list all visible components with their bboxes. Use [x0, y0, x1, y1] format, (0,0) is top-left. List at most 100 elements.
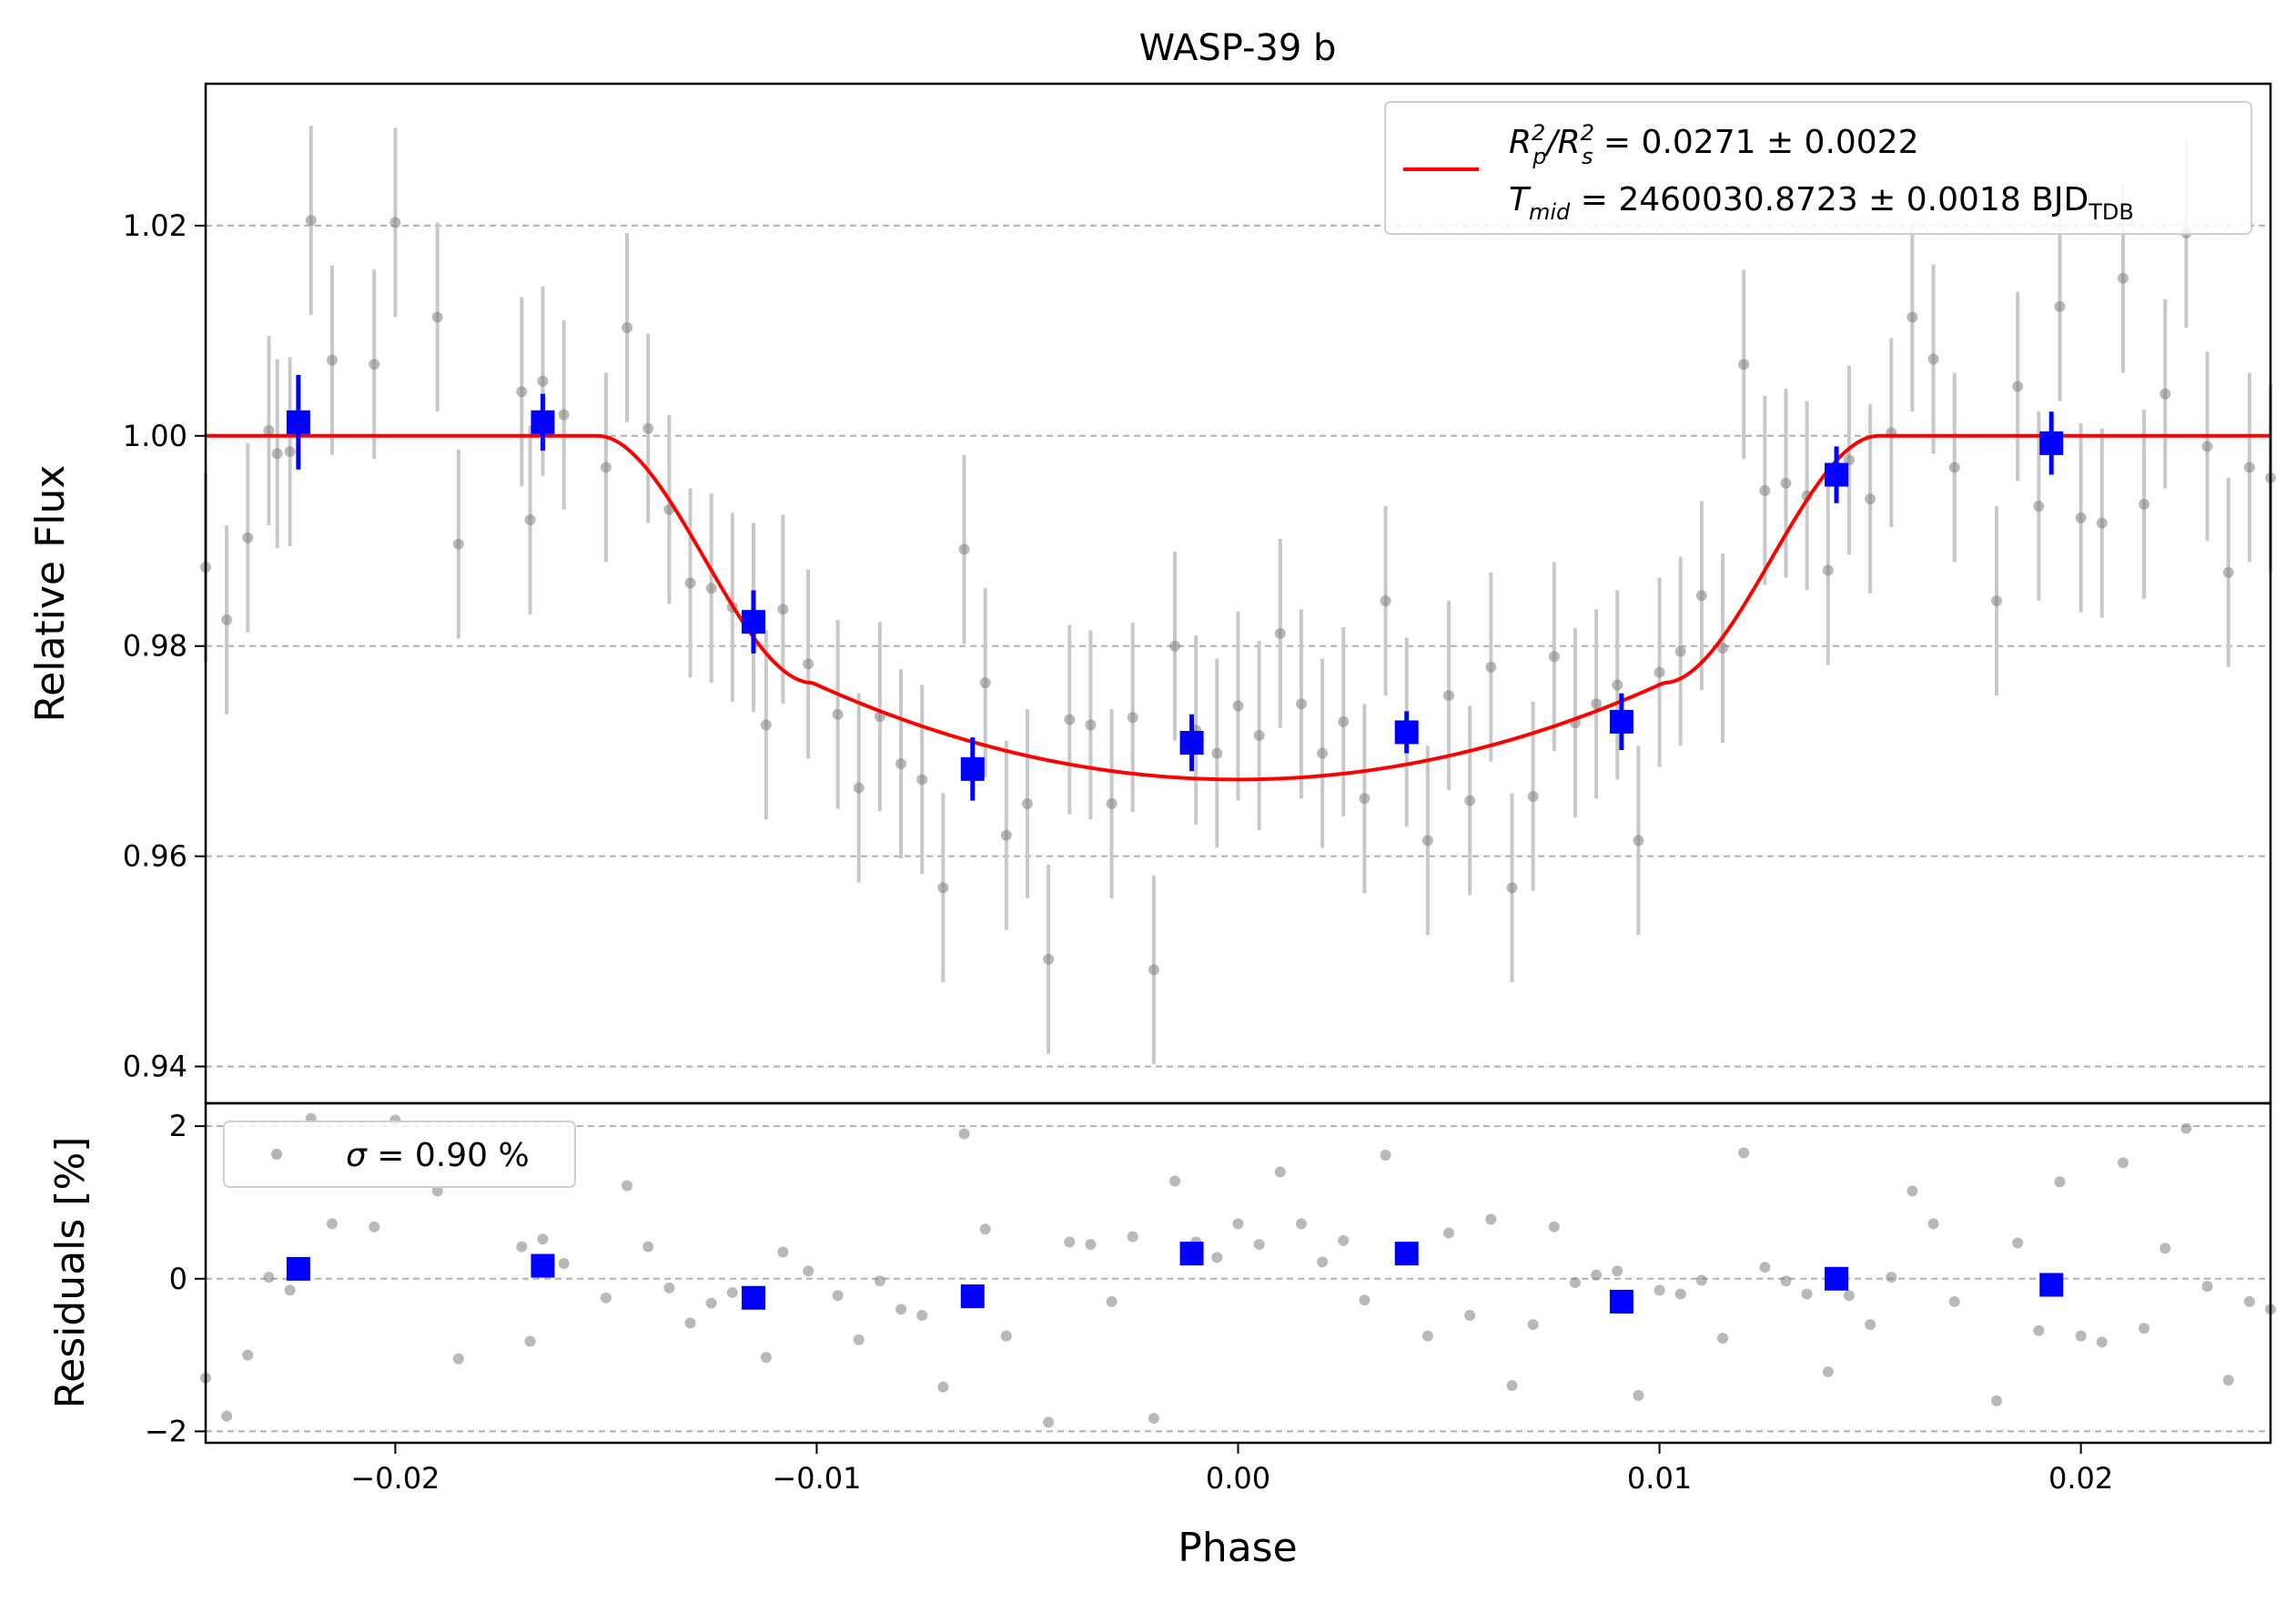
binned-point — [531, 410, 555, 434]
raw-point — [1359, 793, 1371, 805]
top-y-ticks: 0.94 0.96 0.98 1.00 1.02 — [123, 208, 206, 1084]
raw-point — [777, 604, 789, 615]
residual-point — [1043, 1416, 1055, 1428]
raw-point — [895, 758, 907, 770]
raw-point — [326, 354, 338, 366]
raw-point — [1338, 715, 1350, 727]
raw-point — [537, 375, 549, 387]
residual-point — [1464, 1310, 1476, 1322]
binned-residual-point — [2039, 1273, 2064, 1297]
residual-point — [663, 1282, 675, 1294]
top-legend: R2 p/R2 s = 0.0271 ± 0.0022 Tmid = 2460030… — [1384, 101, 2252, 235]
raw-point — [1506, 882, 1518, 894]
raw-point — [1464, 795, 1476, 807]
residual-point — [2117, 1157, 2129, 1169]
raw-point — [1612, 679, 1623, 691]
binned-point — [1179, 730, 1204, 755]
residual-point — [853, 1334, 865, 1345]
legend-line-tmid: Tmid = 2460030.8723 ± 0.0018 BJDTDB — [1509, 181, 2134, 225]
residual-point — [874, 1275, 885, 1287]
residual-point — [1127, 1231, 1138, 1243]
raw-point — [1865, 493, 1876, 505]
bottom-ytick-label: −2 — [145, 1414, 187, 1448]
residual-point — [1674, 1288, 1686, 1300]
raw-point — [1317, 747, 1329, 759]
residual-point — [1948, 1295, 1960, 1307]
bottom-legend-box — [223, 1121, 576, 1188]
raw-point — [1991, 595, 2003, 607]
residual-point — [1991, 1395, 2003, 1406]
residual-point — [1927, 1218, 1939, 1230]
residual-point — [1569, 1276, 1581, 1288]
raw-point — [1633, 835, 1644, 847]
residual-point — [524, 1335, 536, 1347]
residual-point — [1232, 1218, 1244, 1230]
binned-point — [960, 756, 985, 781]
raw-point — [853, 782, 865, 794]
residual-point — [684, 1317, 696, 1329]
raw-point — [1064, 714, 1076, 725]
raw-point — [1021, 797, 1033, 809]
raw-point — [558, 409, 570, 421]
xtick-label: 0.02 — [2048, 1461, 2113, 1496]
residual-point — [895, 1304, 907, 1315]
residual-point — [1612, 1265, 1623, 1277]
residual-point — [1633, 1390, 1644, 1402]
raw-point — [1780, 477, 1792, 489]
residual-point — [284, 1284, 296, 1296]
legend-sigma: σ = 0.90 % — [346, 1137, 530, 1174]
raw-point — [2222, 566, 2234, 578]
legend-line-rp-rs: R2 p/R2 s = 0.0271 ± 0.0022 — [1509, 120, 1919, 169]
residual-point — [1211, 1252, 1223, 1263]
raw-point — [937, 882, 949, 894]
xtick-label: 0.00 — [1206, 1461, 1270, 1496]
raw-point — [1295, 698, 1307, 710]
residual-point — [1000, 1330, 1012, 1342]
transit-model-curve — [206, 433, 2271, 782]
binned-residual-point — [1825, 1266, 1849, 1291]
residual-point — [2180, 1122, 2192, 1134]
residual-point — [803, 1265, 814, 1277]
raw-point — [803, 658, 814, 670]
residual-point — [1843, 1290, 1855, 1302]
binned-residual-point — [1394, 1242, 1419, 1266]
binned-residual-point — [1609, 1289, 1633, 1314]
raw-point — [1485, 661, 1497, 673]
raw-point — [1654, 666, 1665, 678]
residual-point — [726, 1286, 738, 1298]
residual-point — [1695, 1274, 1707, 1286]
residual-point — [1506, 1380, 1518, 1392]
raw-point — [1211, 747, 1223, 759]
residual-point — [1359, 1294, 1371, 1306]
raw-point — [1927, 353, 1939, 365]
top-ytick-label: 1.00 — [123, 419, 187, 453]
raw-point — [1674, 645, 1686, 657]
residual-point — [642, 1241, 654, 1253]
residual-point — [2054, 1176, 2066, 1188]
residual-point — [1317, 1256, 1329, 1268]
raw-point — [1232, 700, 1244, 712]
residual-point — [705, 1297, 717, 1309]
residual-point — [1106, 1295, 1118, 1307]
residual-point — [326, 1218, 338, 1230]
residual-point — [2243, 1295, 2255, 1307]
residual-point — [1738, 1147, 1750, 1159]
binned-residual-point — [741, 1285, 765, 1310]
xtick-label: −0.01 — [772, 1461, 861, 1496]
residual-point — [221, 1410, 233, 1422]
residual-point — [1380, 1149, 1391, 1161]
residual-point — [1274, 1166, 1286, 1178]
raw-point — [684, 577, 696, 589]
bottom-x-ticks: −0.02 −0.01 0.00 0.01 0.02 — [350, 1443, 2113, 1496]
bottom-ytick-label: 2 — [169, 1109, 187, 1143]
residual-point — [832, 1290, 844, 1302]
residual-point — [777, 1246, 789, 1258]
residual-point — [1654, 1284, 1665, 1296]
raw-point — [284, 446, 296, 458]
raw-point — [1759, 484, 1771, 496]
top-ytick-label: 0.96 — [123, 839, 187, 874]
top-ytick-label: 0.94 — [123, 1050, 187, 1084]
bottom-ytick-label: 0 — [169, 1262, 187, 1296]
residual-point — [452, 1353, 464, 1365]
